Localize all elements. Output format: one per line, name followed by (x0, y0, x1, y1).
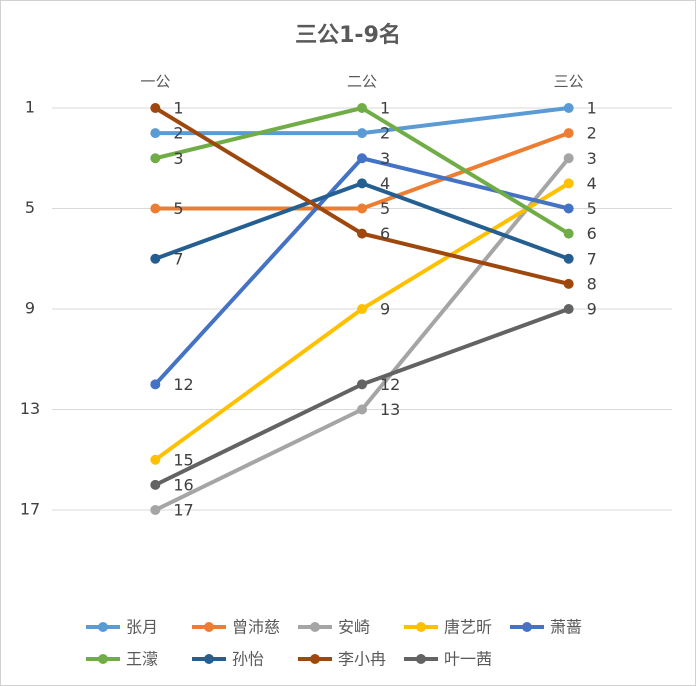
point (563, 153, 574, 164)
legend-marker (310, 622, 320, 632)
data-label: 5 (587, 199, 597, 218)
point (357, 103, 367, 113)
data-label: 4 (587, 174, 597, 193)
data-label: 9 (380, 300, 390, 319)
point (357, 304, 367, 314)
data-label: 17 (173, 501, 193, 520)
y-tick-label: 17 (20, 500, 40, 519)
point (563, 304, 574, 314)
data-label: 1 (587, 99, 597, 118)
point (563, 178, 574, 189)
legend-marker (98, 654, 108, 664)
point (357, 153, 367, 164)
data-label: 3 (380, 149, 390, 168)
point (150, 454, 161, 465)
point (150, 153, 161, 164)
data-label: 8 (587, 274, 597, 293)
point (563, 103, 574, 113)
point (563, 253, 574, 264)
data-label: 12 (380, 375, 400, 394)
data-label: 7 (173, 249, 183, 268)
legend-label: 孙怡 (232, 650, 264, 669)
legend-marker (522, 622, 532, 632)
data-label: 2 (380, 124, 390, 143)
legend-marker (204, 622, 214, 632)
y-tick-label: 13 (20, 399, 40, 418)
data-label: 6 (587, 224, 597, 243)
data-label: 16 (173, 475, 193, 494)
point (150, 128, 161, 139)
legend-label: 叶一茜 (444, 650, 492, 669)
legend-label: 曾沛慈 (232, 618, 280, 637)
data-label: 4 (380, 174, 390, 193)
legend-label: 张月 (126, 618, 158, 637)
data-label: 7 (587, 249, 597, 268)
y-tick-label: 1 (25, 98, 35, 117)
y-tick-label: 5 (25, 198, 35, 217)
data-label: 5 (380, 199, 390, 218)
legend-label: 王濛 (126, 650, 158, 669)
data-label: 6 (380, 224, 390, 243)
data-label: 3 (587, 149, 597, 168)
point (563, 203, 574, 214)
point (357, 404, 367, 415)
data-label: 3 (173, 149, 183, 168)
legend-label: 李小冉 (338, 650, 386, 669)
point (357, 128, 367, 139)
data-label: 13 (380, 400, 400, 419)
data-label: 12 (173, 375, 193, 394)
point (563, 128, 574, 139)
point (150, 479, 161, 490)
legend-label: 萧蔷 (550, 618, 582, 637)
legend-marker (416, 622, 426, 632)
data-label: 1 (173, 99, 183, 118)
data-label: 1 (380, 99, 390, 118)
data-label: 15 (173, 450, 193, 469)
legend-marker (98, 622, 108, 632)
legend-marker (310, 654, 320, 664)
x-tick-label: 三公 (554, 73, 584, 91)
point (150, 505, 161, 515)
legend-label: 安崎 (338, 618, 370, 637)
x-tick-label: 一公 (140, 73, 170, 91)
point (357, 178, 367, 189)
legend-marker (204, 654, 214, 664)
point (357, 228, 367, 239)
point (150, 103, 161, 113)
data-label: 9 (587, 300, 597, 319)
legend-label: 唐艺昕 (444, 618, 492, 637)
x-tick-label: 二公 (347, 73, 377, 91)
data-label: 5 (173, 199, 183, 218)
point (150, 203, 161, 214)
point (563, 278, 574, 289)
chart-title: 三公1-9名 (295, 22, 401, 48)
legend-marker (416, 654, 426, 664)
y-tick-label: 9 (25, 299, 35, 318)
point (150, 379, 161, 390)
data-label: 2 (587, 124, 597, 143)
point (357, 203, 367, 214)
point (150, 253, 161, 264)
point (563, 228, 574, 239)
data-label: 2 (173, 124, 183, 143)
point (357, 379, 367, 390)
